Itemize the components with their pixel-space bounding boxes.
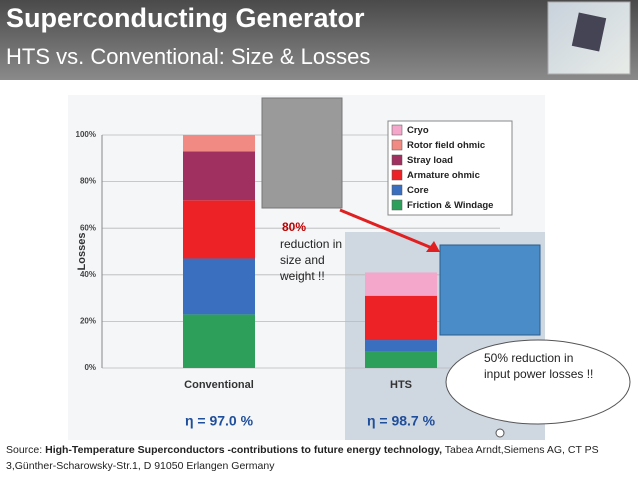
legend-label: Cryo [407, 125, 429, 136]
source-rest: Tabea Arndt,Siemens AG, CT PS 3,Günther-… [6, 444, 599, 472]
legend-box [387, 120, 513, 216]
bar-segment [183, 200, 255, 259]
legend-label: Friction & Windage [407, 200, 493, 211]
legend-swatch [391, 169, 403, 181]
legend-swatch [391, 199, 403, 211]
header-band [0, 0, 638, 80]
legend-swatch [391, 139, 403, 151]
source: Source: High-Temperature Superconductors… [6, 442, 636, 474]
thumbnail [547, 1, 631, 75]
cloud [445, 339, 631, 425]
legend-swatch [391, 124, 403, 136]
y-tick-label: 0% [84, 363, 96, 372]
legend-label: Armature ohmic [407, 170, 480, 181]
bar-segment [183, 314, 255, 368]
callout-text: reduction in size and weight !! [280, 237, 343, 283]
legend-swatch [391, 154, 403, 166]
x-tick-label: HTS [390, 379, 412, 391]
bar-segment [183, 151, 255, 201]
efficiency-label: η = 97.0 % [185, 413, 254, 429]
legend-label: Stray load [407, 155, 453, 166]
y-tick-label: 60% [80, 223, 96, 232]
conventional-generator-image [261, 97, 343, 209]
bar-segment [365, 295, 437, 341]
arrow-head [426, 241, 440, 252]
cloud-text: 50% reduction in input power losses !! [484, 351, 594, 381]
y-tick-label: 20% [80, 317, 96, 326]
callout-bold: 80% [282, 220, 306, 234]
efficiency-label: η = 98.7 % [367, 413, 436, 429]
cloud-tail [495, 428, 505, 438]
legend-label: Core [407, 185, 429, 196]
source-bold: High-Temperature Superconductors -contri… [45, 444, 442, 456]
callout: reduction in size and weight !! [280, 237, 343, 283]
arrow [339, 208, 433, 250]
legend-swatch [391, 184, 403, 196]
thumbnail-device [571, 12, 607, 52]
cloud-box: 50% reduction in input power losses !! [484, 351, 594, 381]
slide-title: Superconducting Generator [6, 3, 365, 33]
bar-segment [365, 340, 437, 352]
bar-segment [183, 135, 255, 152]
y-tick-label: 80% [80, 177, 96, 186]
slide-subtitle: HTS vs. Conventional: Size & Losses [6, 44, 370, 69]
bar-segment [183, 258, 255, 315]
legend-label: Rotor field ohmic [407, 140, 485, 151]
source-prefix: Source: [6, 444, 46, 456]
bar-segment [365, 351, 437, 368]
y-tick-label: 100% [76, 130, 96, 139]
y-tick-label: 40% [80, 270, 96, 279]
x-tick-label: Conventional [184, 379, 254, 391]
hts-generator-image [439, 244, 541, 336]
bar-segment [365, 272, 437, 296]
source-text: Source: High-Temperature Superconductors… [6, 442, 636, 474]
y-axis-label: Losses [76, 233, 88, 271]
